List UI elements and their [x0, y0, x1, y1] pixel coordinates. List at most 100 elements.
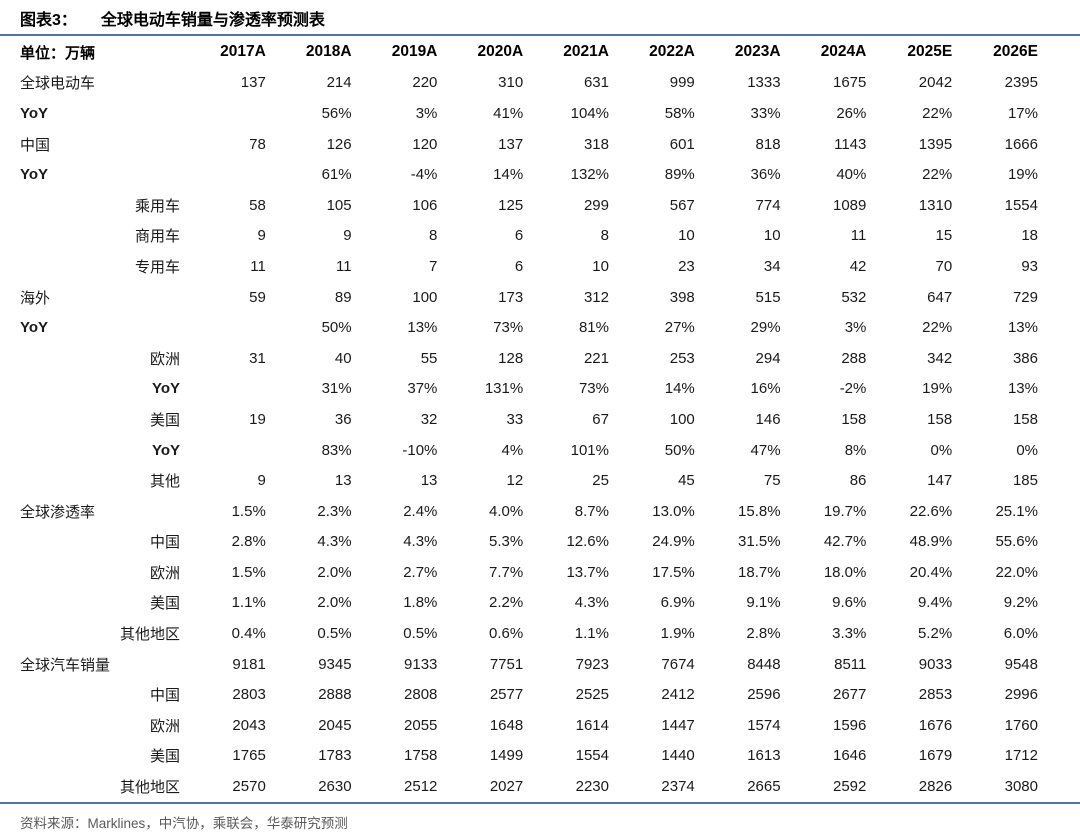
table-cell: 2808 — [404, 686, 438, 704]
table-cell: 13% — [1007, 380, 1038, 398]
table-cell: 2630 — [318, 778, 352, 796]
row-label: YoY — [20, 319, 49, 337]
table-cell: 104% — [570, 104, 609, 122]
table-cell: 774 — [755, 196, 781, 214]
table-row: 全球汽车销量 9181 9345 9133 7751 7923 7674 8448 8511 90… — [20, 649, 1038, 680]
source-note: 资料来源：Marklines，中汽协，乘联会，华泰研究预测 — [20, 815, 348, 831]
table-row: YoY 31% 37% 131% 73% 14% 16% -2% 19% 13% — [20, 374, 1038, 405]
column-header-2017A: 2017A — [220, 43, 266, 61]
table-cell: 999 — [669, 74, 695, 92]
row-label: 其他地区 — [119, 626, 180, 644]
table-row: 海外 59 89 100 173 312 398 515 532 647 729 — [20, 282, 1038, 313]
column-header-2018A: 2018A — [305, 43, 352, 61]
figure-number-label: 图表3： — [20, 12, 77, 29]
table-cell: 647 — [927, 288, 953, 306]
table-cell: 2570 — [232, 778, 266, 796]
table-cell: 729 — [1012, 288, 1038, 306]
column-header-2019A: 2019A — [391, 43, 438, 61]
table-cell: 101% — [570, 441, 609, 459]
table-cell: 61% — [321, 166, 352, 184]
table-cell: 20.4% — [909, 563, 953, 581]
table-cell: 7751 — [489, 655, 524, 673]
column-header-2022A: 2022A — [649, 43, 695, 61]
table-cell: 1.1% — [231, 594, 266, 612]
table-cell: 2677 — [833, 686, 867, 704]
table-cell: 5.3% — [488, 533, 524, 551]
table-cell: 2.2% — [488, 594, 524, 612]
table-cell: 2027 — [489, 778, 524, 796]
table-cell: 13% — [407, 319, 438, 337]
table-cell: 2577 — [489, 686, 524, 704]
table-cell: 17% — [1007, 104, 1038, 122]
table-cell: 18.7% — [738, 563, 781, 581]
table-cell: 1333 — [747, 74, 781, 92]
table-cell: 86 — [849, 472, 867, 490]
table-cell: 75 — [763, 472, 781, 490]
table-cell: 2665 — [747, 778, 781, 796]
table-cell: 16% — [750, 380, 781, 398]
row-label: 乘用车 — [134, 197, 180, 215]
table-row: 中国 78 126 120 137 318 601 818 1143 1395 1666 — [20, 129, 1038, 160]
table-cell: 1554 — [1004, 196, 1038, 214]
table-cell — [180, 159, 266, 190]
table-cell: 1666 — [1004, 135, 1038, 153]
table-cell: 2374 — [661, 778, 695, 796]
table-cell: 146 — [755, 410, 781, 428]
table-cell: 58 — [249, 196, 266, 214]
table-cell: 1310 — [918, 196, 953, 214]
table-cell: 89 — [334, 288, 352, 306]
table-row: YoY 83% -10% 4% 101% 50% 47% 8% 0% 0% — [20, 435, 1038, 466]
table-cell: 37% — [407, 380, 438, 398]
table-cell: 13.7% — [566, 563, 609, 581]
table-cell: 9 — [257, 472, 266, 490]
table-cell: 4.3% — [317, 533, 352, 551]
table-cell: 19% — [1007, 166, 1038, 184]
table-cell: 1613 — [747, 747, 781, 765]
table-cell: 9181 — [232, 655, 266, 673]
table-cell: 1499 — [489, 747, 524, 765]
table-cell: 106 — [412, 196, 438, 214]
table-cell: 25.1% — [995, 502, 1038, 520]
table-cell: 58% — [664, 104, 695, 122]
table-cell: 0.4% — [231, 625, 266, 643]
table-cell: 310 — [498, 74, 524, 92]
table-cell: 386 — [1012, 349, 1038, 367]
table-cell: 11 — [250, 257, 266, 275]
table-cell: 8511 — [834, 655, 867, 673]
table-row: 其他地区 0.4% 0.5% 0.5% 0.6% 1.1% 1.9% 2.8% 3.3% 5.2%… — [20, 618, 1038, 649]
table-cell: 3% — [844, 319, 867, 337]
table-cell: 342 — [927, 349, 953, 367]
table-cell: 2.0% — [317, 563, 352, 581]
table-cell: 7923 — [575, 655, 609, 673]
table-cell: 7.7% — [488, 563, 524, 581]
table-cell: 220 — [412, 74, 438, 92]
table-cell: 131% — [484, 380, 524, 398]
table-cell: 9033 — [918, 655, 953, 673]
table-cell: 13 — [334, 472, 352, 490]
row-label: 中国 — [20, 136, 51, 154]
table-cell: 32 — [420, 410, 438, 428]
table-row: 中国 2.8% 4.3% 4.3% 5.3% 12.6% 24.9% 31.5% 42.7% 48… — [20, 527, 1038, 558]
table-cell: -2% — [839, 380, 867, 398]
table-cell: 1.8% — [403, 594, 438, 612]
table-cell: 2042 — [918, 74, 953, 92]
table-cell: 2996 — [1004, 686, 1038, 704]
table-cell: 0.5% — [403, 625, 438, 643]
table-cell: 36 — [334, 410, 352, 428]
table-cell: 9 — [343, 227, 352, 245]
table-cell: 1676 — [918, 716, 953, 734]
table-cell: 24.9% — [652, 533, 695, 551]
table-header-row: 单位：万辆 2017A 2018A 2019A 2020A 2021A 2022A 2023… — [20, 37, 1038, 68]
table-row: 乘用车 58 105 106 125 299 567 774 1089 1310 1554 — [20, 190, 1038, 221]
table-cell: 105 — [326, 196, 352, 214]
row-label: 全球汽车销量 — [20, 656, 111, 674]
table-cell: 1758 — [404, 747, 438, 765]
table-cell: 73% — [578, 380, 609, 398]
table-cell: 2395 — [1004, 74, 1038, 92]
table-cell: 7674 — [661, 655, 695, 673]
table-cell: 1596 — [833, 716, 867, 734]
row-label: 美国 — [149, 411, 180, 429]
unit-header: 单位：万辆 — [20, 44, 96, 62]
table-cell: 158 — [927, 410, 953, 428]
table-cell: 221 — [583, 349, 609, 367]
